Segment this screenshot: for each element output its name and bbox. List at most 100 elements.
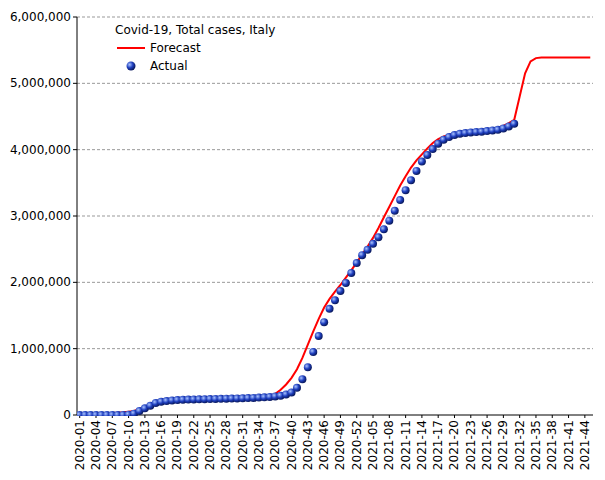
x-tick-label: 2020-22: [187, 420, 201, 470]
data-point: [412, 167, 420, 175]
y-tick-label: 4,000,000: [10, 143, 71, 157]
x-tick: [584, 415, 585, 418]
series-line: [80, 57, 591, 413]
y-tick-label: 6,000,000: [10, 10, 71, 24]
x-tick-label: 2021-20: [447, 420, 461, 470]
x-tick: [389, 415, 390, 418]
data-point: [293, 384, 301, 392]
data-point: [315, 332, 323, 340]
y-tick: [73, 216, 77, 217]
x-tick-label: 2021-29: [496, 420, 510, 470]
x-tick-label: 2020-10: [122, 420, 136, 470]
x-tick: [405, 415, 406, 418]
x-tick-label: 2020-40: [285, 420, 299, 470]
grid-line: [77, 83, 593, 84]
x-tick-label: 2021-14: [415, 420, 429, 470]
x-tick: [177, 415, 178, 418]
data-point: [418, 158, 426, 166]
x-tick: [454, 415, 455, 418]
data-point: [326, 305, 334, 313]
y-tick: [73, 282, 77, 283]
x-tick-label: 2020-43: [301, 420, 315, 470]
plot-area: [77, 57, 590, 416]
x-tick: [258, 415, 259, 418]
data-point: [380, 225, 388, 233]
data-point: [510, 120, 518, 128]
x-tick-label: 2021-32: [513, 420, 527, 470]
data-point: [353, 259, 361, 267]
x-tick-label: 2020-01: [73, 420, 87, 470]
x-tick-label: 2020-49: [333, 420, 347, 470]
x-tick-label: 2021-38: [545, 420, 559, 470]
legend-label: Forecast: [150, 41, 201, 55]
x-tick: [438, 415, 439, 418]
chart-title: Covid-19, Total cases, Italy: [115, 23, 275, 37]
x-tick-label: 2021-17: [431, 420, 445, 470]
y-tick-label: 2,000,000: [10, 275, 71, 289]
x-tick: [503, 415, 504, 418]
grid-line: [77, 348, 593, 349]
x-tick-label: 2020-25: [203, 420, 217, 470]
data-point: [396, 196, 404, 204]
x-tick: [307, 415, 308, 418]
y-tick: [73, 149, 77, 150]
x-tick-label: 2021-44: [578, 420, 592, 470]
x-tick-label: 2020-16: [154, 420, 168, 470]
data-point: [364, 246, 372, 254]
data-point: [391, 207, 399, 215]
chart: 0 1,000,000 2,000,000 3,000,000 4,000,000 5,0…: [0, 0, 605, 480]
x-tick-label: 2020-04: [89, 420, 103, 470]
x-tick-label: 2020-52: [350, 420, 364, 470]
x-tick: [324, 415, 325, 418]
data-point: [342, 279, 350, 287]
y-tick: [73, 17, 77, 18]
x-tick-label: 2020-28: [219, 420, 233, 470]
data-point: [320, 318, 328, 326]
grid-line: [77, 282, 593, 283]
x-tick-label: 2020-07: [105, 420, 119, 470]
x-tick: [242, 415, 243, 418]
grid-line: [77, 149, 593, 150]
y-tick-label: 3,000,000: [10, 209, 71, 223]
x-tick-label: 2021-41: [562, 420, 576, 470]
data-point: [385, 217, 393, 225]
data-point: [304, 363, 312, 371]
x-tick-label: 2021-08: [382, 420, 396, 470]
data-point: [374, 233, 382, 241]
y-tick: [73, 348, 77, 349]
y-tick-label: 5,000,000: [10, 76, 71, 90]
legend-swatch: [117, 47, 145, 49]
x-tick: [470, 415, 471, 418]
y-tick-label: 0: [63, 408, 71, 422]
x-tick-label: 2020-34: [252, 420, 266, 470]
data-point: [309, 348, 317, 356]
data-point: [407, 176, 415, 184]
y-tick-label: 1,000,000: [10, 342, 71, 356]
data-point: [347, 269, 355, 277]
y-tick: [73, 415, 77, 416]
x-tick-label: 2020-13: [138, 420, 152, 470]
x-tick: [356, 415, 357, 418]
data-point: [423, 151, 431, 159]
x-tick: [193, 415, 194, 418]
x-tick: [226, 415, 227, 418]
x-tick: [568, 415, 569, 418]
x-tick: [340, 415, 341, 418]
legend-label: Actual: [150, 59, 188, 73]
x-tick: [487, 415, 488, 418]
grid-line: [77, 17, 593, 18]
x-tick: [421, 415, 422, 418]
y-tick: [73, 83, 77, 84]
data-point: [336, 287, 344, 295]
x-tick: [161, 415, 162, 418]
x-tick-label: 2020-19: [170, 420, 184, 470]
x-tick: [552, 415, 553, 418]
legend-swatch: [127, 62, 136, 71]
x-tick: [373, 415, 374, 418]
x-tick: [535, 415, 536, 418]
x-tick-label: 2021-23: [464, 420, 478, 470]
x-tick: [519, 415, 520, 418]
x-tick-label: 2020-46: [317, 420, 331, 470]
y-axis: [77, 17, 78, 415]
x-tick: [144, 415, 145, 418]
